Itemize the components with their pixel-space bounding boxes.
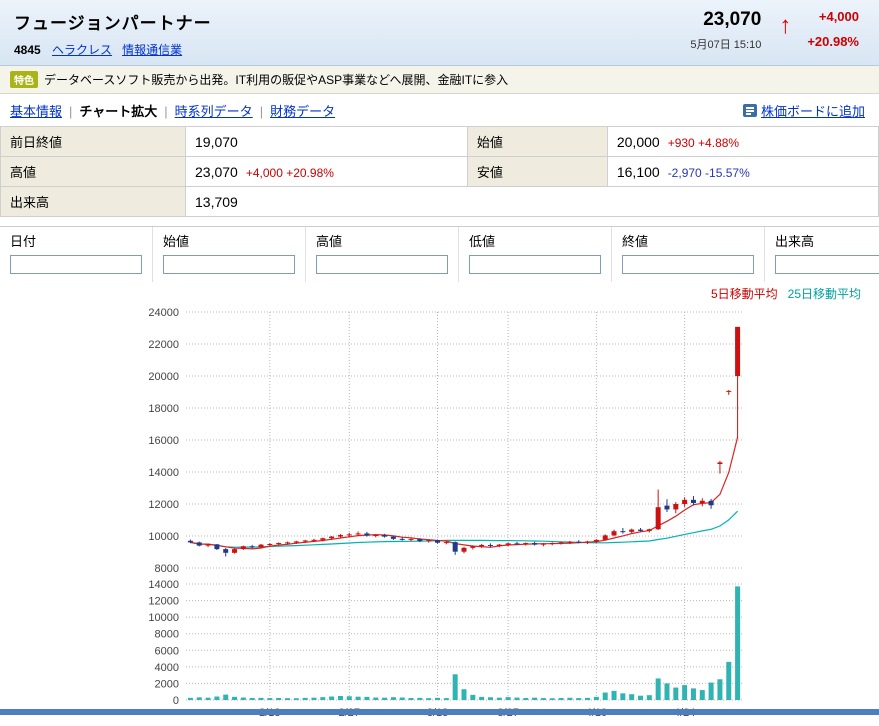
stock-header: フュージョンパートナー 4845 ヘラクレス 情報通信業 23,070 5月07… [0,0,879,66]
open-column-header: 始値 [163,234,190,249]
tab-timeseries[interactable]: 時系列データ [174,104,253,119]
volume-gridlines: 0 2000 4000 6000 8000 10000 12000 14000 [148,579,742,707]
high-label: 高値 [0,156,186,187]
prev-close-value: 19,070 [195,133,238,150]
close-input[interactable] [622,255,754,274]
legend-ma25: 25日移動平均 [787,287,861,301]
svg-text:2000: 2000 [155,678,179,690]
volume-label: 出来高 [0,186,186,217]
svg-text:16000: 16000 [148,435,179,447]
tab-nav: 基本情報 | チャート拡大 | 時系列データ | 財務データ 株価ボードに追加 [0,94,879,126]
svg-text:12000: 12000 [148,499,179,511]
svg-text:22000: 22000 [148,339,179,351]
svg-text:0: 0 [173,695,179,707]
add-to-board-link[interactable]: 株価ボードに追加 [760,104,865,119]
svg-text:10000: 10000 [148,612,179,624]
up-arrow-icon: ↑ [779,12,792,39]
high-value: 23,070 [195,163,238,180]
stock-name: フュージョンパートナー [14,14,212,33]
stock-candlestick-chart: 8000100001200014000160001800020000220002… [148,307,742,719]
svg-text:14000: 14000 [148,467,179,479]
prev-close-label: 前日終値 [0,126,186,157]
high-column-header: 高値 [316,234,343,249]
date-column-header: 日付 [10,234,37,249]
volume-value: 13,709 [195,193,238,210]
price-change-percent: +20.98% [807,34,859,49]
open-change: +930 +4.88% [667,135,740,150]
nav-separator: | [164,104,168,119]
table-row: 出来高 13,709 [0,186,879,217]
open-label: 始値 [466,126,608,157]
stock-code: 4845 [14,43,41,57]
nav-separator: | [69,104,73,119]
svg-text:18000: 18000 [148,403,179,415]
low-column-header: 低値 [469,234,496,249]
legend-ma5: 5日移動平均 [710,287,778,301]
chart-legend: 5日移動平均 25日移動平均 [0,282,879,302]
table-row: 高値 23,070 +4,000 +20.98% 安値 16,100 -2,970 … [0,156,879,187]
svg-text:6000: 6000 [155,645,179,657]
board-icon [742,104,757,117]
volume-input[interactable] [775,255,879,274]
current-price: 23,070 [703,9,762,30]
volume-bars [187,586,741,700]
tab-basic-info[interactable]: 基本情報 [10,104,63,119]
high-change: +4,000 +20.98% [245,165,334,180]
table-row: 前日終値 19,070 始値 20,000 +930 +4.88% [0,126,879,157]
x-axis-labels: 2/132/273/133/274/104/24 [259,312,695,719]
high-input[interactable] [316,255,448,274]
price-gridlines: 8000 10000 12000 14000 16000 18000 20000 22000 2… [148,307,742,575]
stock-identity: フュージョンパートナー 4845 ヘラクレス 情報通信業 [14,9,212,58]
low-value: 16,100 [616,163,660,180]
open-value: 20,000 [616,133,660,150]
low-label: 安値 [466,156,608,187]
ma5-line [190,437,739,550]
svg-text:14000: 14000 [148,579,179,591]
svg-text:10000: 10000 [148,531,179,543]
feature-text: データベースソフト販売から出発。IT利用の販促やASP事業などへ展開、金融ITに… [44,73,509,87]
ma25-line [190,510,739,548]
low-change: -2,970 -15.57% [667,165,750,180]
svg-text:8000: 8000 [155,629,179,641]
feature-row: 特色 データベースソフト販売から出発。IT利用の販促やASP事業などへ展開、金融… [0,66,879,94]
date-input[interactable] [10,255,142,274]
quote-datetime: 5月07日 15:10 [690,39,762,51]
open-input[interactable] [163,255,295,274]
quote-table: 前日終値 19,070 始値 20,000 +930 +4.88% 高値 23,0… [0,126,879,217]
svg-text:24000: 24000 [148,307,179,319]
svg-text:12000: 12000 [148,596,179,608]
sector-link[interactable]: 情報通信業 [122,43,183,57]
nav-links: 基本情報 | チャート拡大 | 時系列データ | 財務データ [10,101,335,120]
svg-text:20000: 20000 [148,371,179,383]
close-column-header: 終値 [622,234,649,249]
market-link[interactable]: ヘラクレス [52,43,113,57]
footer-bar [0,709,879,715]
volume-column-header: 出来高 [775,234,815,249]
ohlc-input-area: 日付 始値 高値 低値 終値 出来高 [0,226,879,282]
low-input[interactable] [469,255,601,274]
tab-chart-zoom[interactable]: チャート拡大 [79,104,158,119]
price-change: +4,000 [818,9,859,24]
svg-text:4000: 4000 [155,662,179,674]
svg-text:8000: 8000 [155,563,179,575]
tab-financial[interactable]: 財務データ [270,104,336,119]
nav-separator: | [259,104,264,119]
feature-badge: 特色 [10,71,38,88]
price-summary: 23,070 5月07日 15:10 ↑ +4,000 +20.98% [690,9,865,52]
candles [187,326,741,557]
